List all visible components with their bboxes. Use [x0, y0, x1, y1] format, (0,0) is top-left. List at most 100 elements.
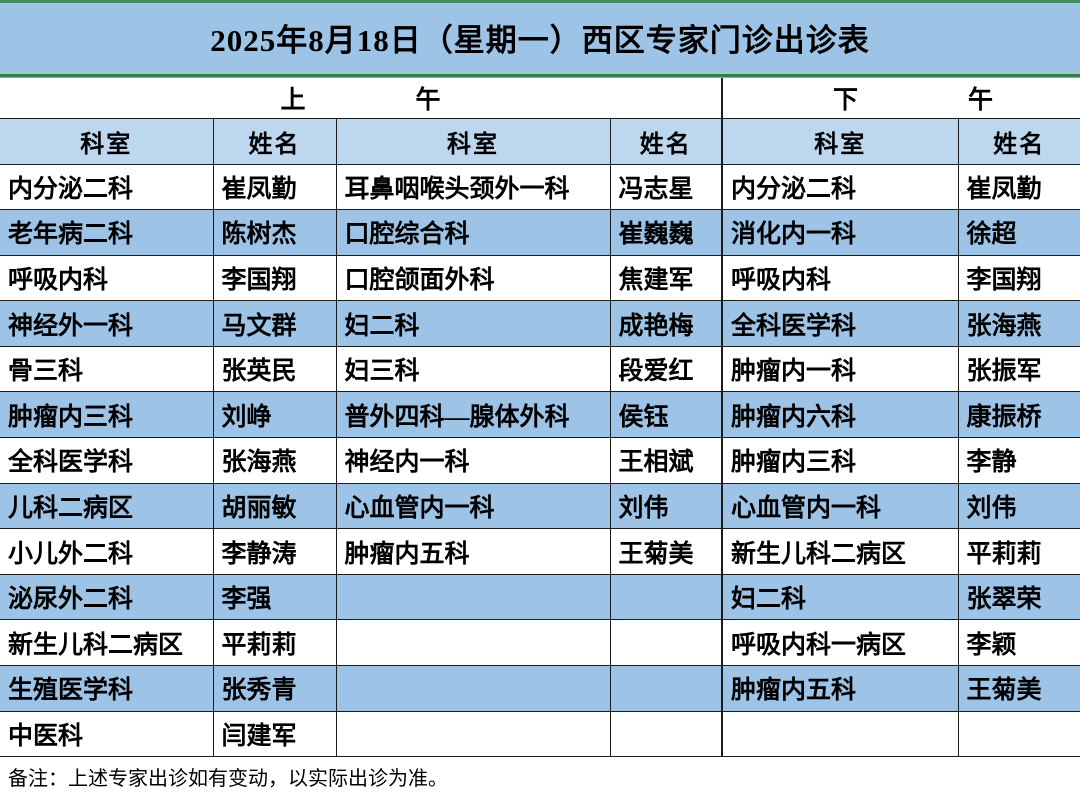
cell-name: 李强: [212, 573, 337, 621]
cell-department: 生殖医学科: [0, 665, 214, 712]
cell-name: [957, 710, 1080, 758]
table-row: 肿瘤内三科 刘峥 普外四科—腺体外科 侯钰 肿瘤内六科 康振桥: [0, 391, 1080, 439]
cell-department: 妇二科: [721, 573, 959, 621]
header-name-1: 姓名: [212, 117, 337, 165]
cell-department: 口腔综合科: [335, 209, 611, 256]
cell-name: 张海燕: [957, 300, 1080, 347]
cell-department: 妇三科: [335, 345, 611, 393]
cell-name: 李国翔: [957, 254, 1080, 302]
footnote-text: 备注：上述专家出诊如有变动，以实际出诊为准。: [8, 767, 448, 790]
cell-department: 内分泌二科: [721, 163, 959, 211]
cell-name: 王菊美: [609, 528, 723, 575]
cell-name: 张振军: [957, 345, 1080, 393]
cell-department: 全科医学科: [0, 437, 214, 484]
cell-department: 神经外一科: [0, 300, 214, 347]
cell-department: [721, 710, 959, 758]
table-row: 内分泌二科 崔凤勤 耳鼻咽喉头颈外一科 冯志星 内分泌二科 崔凤勤: [0, 163, 1080, 211]
cell-name: 平莉莉: [212, 619, 337, 667]
header-name-3: 姓名: [957, 117, 1080, 165]
cell-name: 成艳梅: [609, 300, 723, 347]
cell-name: 李静涛: [212, 528, 337, 575]
cell-department: [335, 710, 611, 758]
cell-name: 闫建军: [212, 710, 337, 758]
cell-name: 冯志星: [609, 163, 723, 211]
cell-department: 全科医学科: [721, 300, 959, 347]
cell-name: 胡丽敏: [212, 482, 337, 530]
cell-department: 肿瘤内一科: [721, 345, 959, 393]
table-row: 生殖医学科 张秀青 肿瘤内五科 王菊美: [0, 665, 1080, 712]
cell-name: 崔凤勤: [957, 163, 1080, 211]
cell-department: 儿科二病区: [0, 482, 214, 530]
cell-name: 侯钰: [609, 391, 723, 439]
note-bar: 备注：上述专家出诊如有变动，以实际出诊为准。: [0, 757, 1080, 795]
cell-department: 肿瘤内三科: [0, 391, 214, 439]
column-header-row: 科室 姓名 科室 姓名 科室 姓名: [0, 117, 1080, 165]
table-row: 老年病二科 陈树杰 口腔综合科 崔巍巍 消化内一科 徐超: [0, 209, 1080, 256]
cell-name: 平莉莉: [957, 528, 1080, 575]
cell-name: 康振桥: [957, 391, 1080, 439]
cell-department: 小儿外二科: [0, 528, 214, 575]
cell-department: [335, 573, 611, 621]
cell-department: 肿瘤内三科: [721, 437, 959, 484]
cell-name: 段爱红: [609, 345, 723, 393]
cell-department: 普外四科—腺体外科: [335, 391, 611, 439]
cell-name: [609, 710, 723, 758]
table-row: 儿科二病区 胡丽敏 心血管内一科 刘伟 心血管内一科 刘伟: [0, 482, 1080, 530]
cell-department: 神经内一科: [335, 437, 611, 484]
cell-department: 妇二科: [335, 300, 611, 347]
header-name-2: 姓名: [609, 117, 723, 165]
cell-name: 崔凤勤: [212, 163, 337, 211]
cell-department: 泌尿外二科: [0, 573, 214, 621]
cell-name: 王相斌: [609, 437, 723, 484]
cell-name: 刘峥: [212, 391, 337, 439]
cell-name: 张秀青: [212, 665, 337, 712]
table-row: 全科医学科 张海燕 神经内一科 王相斌 肿瘤内三科 李静: [0, 437, 1080, 484]
header-department-3: 科室: [721, 117, 959, 165]
cell-department: 心血管内一科: [721, 482, 959, 530]
title-bar: 2025年8月18日（星期一）西区专家门诊出诊表: [0, 3, 1080, 72]
cell-department: 新生儿科二病区: [721, 528, 959, 575]
cell-department: 中医科: [0, 710, 214, 758]
cell-department: 呼吸内科一病区: [721, 619, 959, 667]
cell-name: 刘伟: [609, 482, 723, 530]
cell-name: 王菊美: [957, 665, 1080, 712]
cell-name: 陈树杰: [212, 209, 337, 256]
table-row: 泌尿外二科 李强 妇二科 张翠荣: [0, 573, 1080, 621]
cell-department: 新生儿科二病区: [0, 619, 214, 667]
cell-department: [335, 665, 611, 712]
cell-department: 骨三科: [0, 345, 214, 393]
green-divider-line: [0, 72, 1080, 78]
cell-name: 张海燕: [212, 437, 337, 484]
session-header-row: 上午 下午: [0, 78, 1080, 119]
schedule-body: 上午 下午 科室 姓名 科室 姓名 科室 姓名 内分泌二科 崔凤勤 耳鼻咽喉头颈…: [0, 78, 1080, 758]
header-department-1: 科室: [0, 117, 214, 165]
cell-department: 肿瘤内五科: [721, 665, 959, 712]
table-row: 神经外一科 马文群 妇二科 成艳梅 全科医学科 张海燕: [0, 300, 1080, 347]
cell-department: 消化内一科: [721, 209, 959, 256]
cell-name: [609, 573, 723, 621]
table-row: 呼吸内科 李国翔 口腔颌面外科 焦建军 呼吸内科 李国翔: [0, 254, 1080, 302]
cell-name: 徐超: [957, 209, 1080, 256]
cell-name: 崔巍巍: [609, 209, 723, 256]
cell-department: 耳鼻咽喉头颈外一科: [335, 163, 611, 211]
cell-department: 肿瘤内六科: [721, 391, 959, 439]
cell-department: 老年病二科: [0, 209, 214, 256]
cell-department: 口腔颌面外科: [335, 254, 611, 302]
top-green-line: [0, 0, 1080, 3]
table-row: 骨三科 张英民 妇三科 段爱红 肿瘤内一科 张振军: [0, 345, 1080, 393]
cell-department: [335, 619, 611, 667]
cell-name: 马文群: [212, 300, 337, 347]
cell-name: 张英民: [212, 345, 337, 393]
cell-name: 李静: [957, 437, 1080, 484]
cell-department: 肿瘤内五科: [335, 528, 611, 575]
cell-name: 李颖: [957, 619, 1080, 667]
session-afternoon-label: 下午: [721, 78, 1080, 119]
page-title: 2025年8月18日（星期一）西区专家门诊出诊表: [210, 23, 870, 58]
cell-name: 焦建军: [609, 254, 723, 302]
schedule-table: 上午 下午 科室 姓名 科室 姓名 科室 姓名 内分泌二科 崔凤勤 耳鼻咽喉头颈…: [0, 78, 1080, 758]
table-row: 新生儿科二病区 平莉莉 呼吸内科一病区 李颖: [0, 619, 1080, 667]
header-department-2: 科室: [335, 117, 611, 165]
cell-name: [609, 665, 723, 712]
session-morning-label: 上午: [0, 78, 724, 119]
